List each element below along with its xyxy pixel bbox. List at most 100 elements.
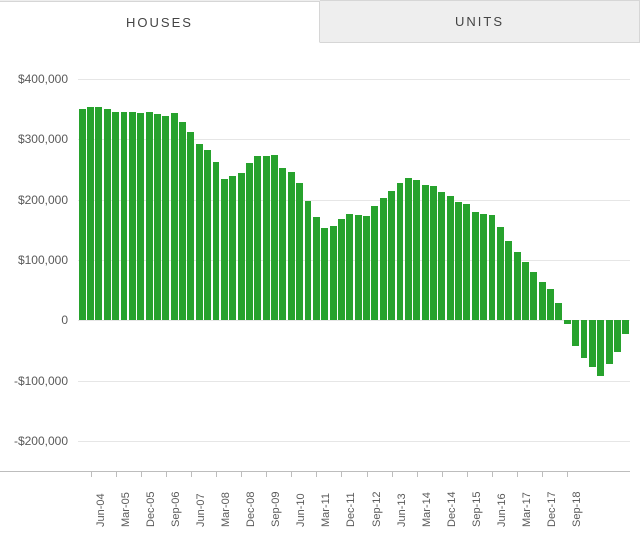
- y-axis-label: -$200,000: [0, 434, 68, 448]
- tab-houses[interactable]: HOUSES: [0, 1, 320, 43]
- x-axis-label: Dec-14: [446, 492, 458, 527]
- bar: [539, 282, 546, 321]
- x-axis-line: [0, 471, 630, 472]
- bar: [514, 252, 521, 320]
- x-axis-tick: [266, 471, 267, 477]
- bar: [447, 196, 454, 320]
- x-axis-label: Jun-16: [496, 493, 508, 527]
- bar: [430, 186, 437, 320]
- bar: [196, 144, 203, 321]
- x-axis-tick: [116, 471, 117, 477]
- plot-area: [78, 67, 630, 471]
- x-axis-label: Jun-13: [396, 493, 408, 527]
- tab-units[interactable]: UNITS: [320, 0, 640, 42]
- bar: [380, 198, 387, 320]
- x-axis-tick: [367, 471, 368, 477]
- bar: [371, 206, 378, 320]
- bar: [355, 215, 362, 321]
- bar: [614, 320, 621, 351]
- x-axis-tick: [567, 471, 568, 477]
- bar: [606, 320, 613, 364]
- bar: [137, 113, 144, 320]
- tabs: HOUSES UNITS: [0, 0, 640, 43]
- bar: [187, 132, 194, 320]
- x-axis-label: Mar-11: [320, 493, 332, 527]
- x-axis-tick: [467, 471, 468, 477]
- y-axis-label: $200,000: [0, 193, 68, 207]
- bar: [204, 150, 211, 320]
- bar: [338, 219, 345, 320]
- x-axis-label: Dec-08: [245, 492, 257, 527]
- x-axis-tick: [241, 471, 242, 477]
- x-axis-tick: [341, 471, 342, 477]
- x-axis-label: Jun-10: [295, 493, 307, 527]
- bar: [463, 204, 470, 320]
- bar: [129, 112, 136, 320]
- bar: [589, 320, 596, 367]
- bar: [505, 241, 512, 321]
- bar: [238, 173, 245, 320]
- bar: [397, 183, 404, 320]
- y-axis-label: -$100,000: [0, 374, 68, 388]
- bar: [288, 172, 295, 320]
- y-axis-label: $400,000: [0, 72, 68, 86]
- bar: [346, 214, 353, 320]
- x-axis-label: Sep-06: [170, 492, 182, 527]
- bar: [564, 320, 571, 324]
- x-axis-label: Sep-18: [571, 492, 583, 527]
- x-axis-label: Mar-05: [120, 492, 132, 527]
- x-axis-label: Mar-17: [521, 492, 533, 527]
- x-axis-tick: [91, 471, 92, 477]
- y-axis-label: 0: [0, 313, 68, 327]
- x-axis-label: Jun-07: [195, 493, 207, 527]
- x-axis-tick: [542, 471, 543, 477]
- bar: [622, 320, 629, 334]
- bars: [78, 67, 630, 471]
- bar: [438, 192, 445, 320]
- bar: [246, 163, 253, 320]
- bar: [413, 180, 420, 320]
- x-axis-label: Sep-12: [371, 492, 383, 527]
- bar: [279, 168, 286, 321]
- bar: [146, 112, 153, 321]
- bar: [121, 112, 128, 320]
- x-axis-tick: [291, 471, 292, 477]
- x-axis-label: Dec-17: [546, 492, 558, 527]
- y-axis-label: $300,000: [0, 132, 68, 146]
- bar: [581, 320, 588, 358]
- bar: [229, 176, 236, 321]
- x-axis-tick: [442, 471, 443, 477]
- x-axis-label: Mar-08: [220, 492, 232, 527]
- bar: [497, 227, 504, 320]
- bar: [313, 217, 320, 321]
- bar: [522, 262, 529, 320]
- bar: [363, 216, 370, 320]
- x-axis-label: Dec-11: [345, 492, 357, 527]
- bar: [213, 162, 220, 320]
- bar: [330, 226, 337, 320]
- bar: [305, 201, 312, 320]
- price-chart: -$200,000 -$100,000 0 $100,000 $200,000 $300,…: [0, 43, 640, 548]
- bar: [179, 122, 186, 320]
- x-axis-tick: [517, 471, 518, 477]
- bar: [530, 272, 537, 320]
- x-axis-label: Jun-04: [95, 493, 107, 527]
- x-axis-label: Mar-14: [421, 492, 433, 527]
- bar: [171, 113, 178, 320]
- bar: [162, 116, 169, 320]
- bar: [87, 107, 94, 320]
- bar: [263, 156, 270, 321]
- bar: [388, 191, 395, 320]
- bar: [154, 114, 161, 320]
- x-axis-tick: [141, 471, 142, 477]
- bar: [221, 179, 228, 321]
- bar: [104, 109, 111, 321]
- bar: [489, 215, 496, 320]
- y-axis-label: $100,000: [0, 253, 68, 267]
- bar: [555, 303, 562, 320]
- x-axis-label: Sep-09: [270, 492, 282, 527]
- bar: [95, 107, 102, 320]
- bar: [572, 320, 579, 345]
- x-axis-label: Dec-05: [145, 492, 157, 527]
- bar: [271, 155, 278, 320]
